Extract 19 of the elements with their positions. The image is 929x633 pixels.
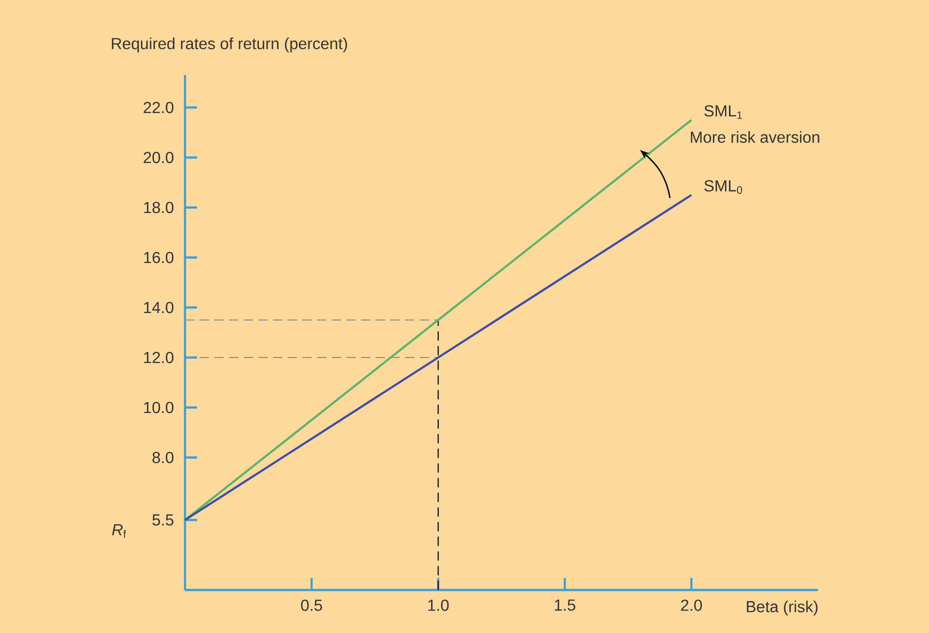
y-tick-label: 12.0 (144, 352, 174, 364)
x-axis-title: Beta (risk) (746, 600, 818, 616)
text: R$_{f}$ (112, 524, 126, 538)
y-tick-label: 10.0 (144, 402, 174, 414)
y-tick-label: 22.0 (144, 102, 174, 114)
annotation: More risk aversion (690, 131, 820, 143)
y-tick-label: 14.0 (144, 302, 174, 314)
series-label: SML$_{1}$ (704, 105, 742, 119)
x-tick-label: 2.0 (681, 600, 702, 611)
y-tick-label: 8.0 (152, 452, 174, 464)
series-label: SML$_{0}$ (704, 180, 742, 194)
x-tick-label: 1.5 (554, 600, 576, 611)
x-tick-label: 0.5 (301, 600, 322, 611)
y-tick-label: 20.0 (144, 152, 174, 164)
y-axis-title: Required rates of return (percent) (112, 38, 347, 52)
y-tick-label: 16.0 (144, 252, 174, 264)
y-tick-label: 18.0 (144, 202, 174, 214)
x-tick-label: 1.0 (428, 600, 449, 611)
y-tick-label: 5.5 (152, 514, 174, 526)
